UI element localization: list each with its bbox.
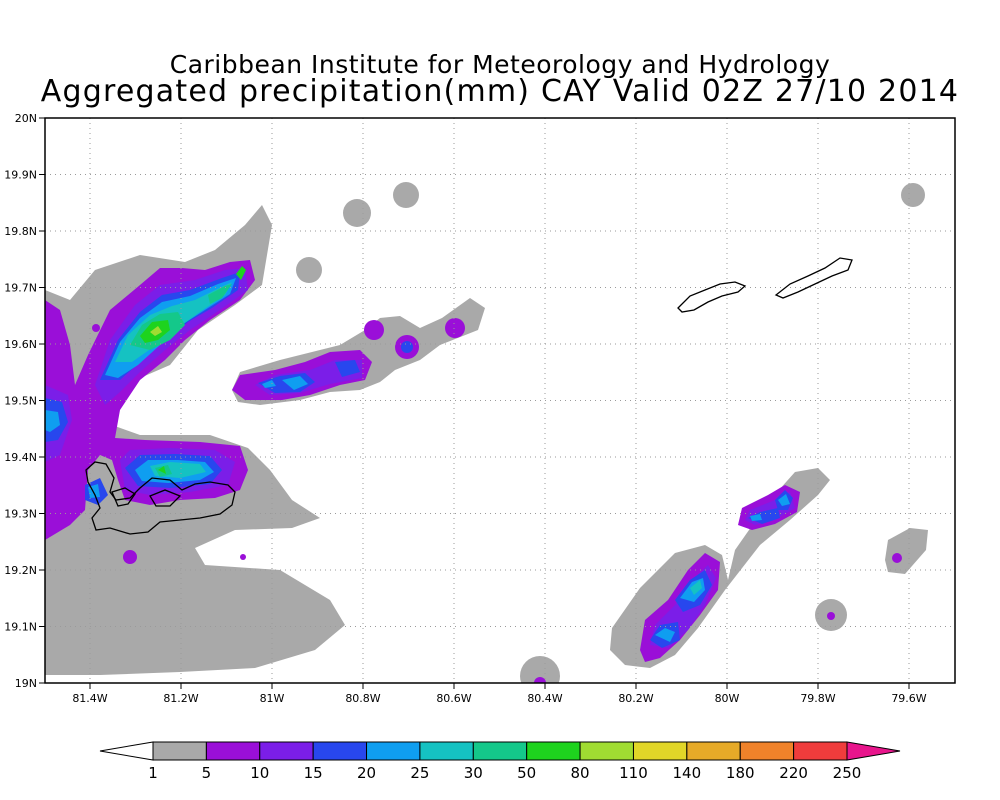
lat-label: 19.2N <box>4 564 37 577</box>
colorbar-box <box>632 741 688 761</box>
colorbar-level-label: 20 <box>357 764 376 782</box>
lon-label: 81W <box>260 692 285 705</box>
lon-label: 79.8W <box>800 692 835 705</box>
lon-label: 81.4W <box>72 692 107 705</box>
lat-label: 19N <box>15 677 37 690</box>
precip-level-80 <box>150 326 162 336</box>
colorbar-level-label: 220 <box>779 764 808 782</box>
colorbar-level-label: 80 <box>571 764 590 782</box>
lat-label: 19.5N <box>4 395 37 408</box>
map-title-organization: Caribbean Institute for Meteorology and … <box>169 50 831 79</box>
colorbar-level-label: 15 <box>304 764 323 782</box>
lat-label: 19.9N <box>4 169 37 182</box>
coastlines <box>85 257 853 535</box>
lat-label: 20N <box>15 112 37 125</box>
lat-label: 19.6N <box>4 338 37 351</box>
colorbar-boxes <box>152 741 848 761</box>
cayman-brac-coastline <box>774 257 853 299</box>
colorbar-level-label: 50 <box>517 764 536 782</box>
colorbar-level-label: 140 <box>673 764 702 782</box>
colorbar-box <box>152 741 207 761</box>
colorbar-box <box>793 741 848 761</box>
lat-label: 19.8N <box>4 225 37 238</box>
map-grid <box>45 118 955 683</box>
longitude-labels: 81.4W 81.2W 81W 80.8W 80.6W 80.4W 80.2W … <box>72 692 926 705</box>
lon-label: 80.2W <box>618 692 653 705</box>
colorbar-box <box>419 741 474 761</box>
colorbar-box <box>472 741 528 761</box>
colorbar-high-arrow <box>846 741 901 761</box>
lon-label: 80.4W <box>527 692 562 705</box>
lon-label: 80W <box>715 692 740 705</box>
lon-label: 80.8W <box>345 692 380 705</box>
colorbar-level-label: 5 <box>202 764 212 782</box>
colorbar-box <box>205 741 261 761</box>
colorbar-level-label: 25 <box>410 764 429 782</box>
colorbar-box <box>686 741 741 761</box>
lat-label: 19.3N <box>4 508 37 521</box>
colorbar-box <box>366 741 421 761</box>
colorbar-low-arrow <box>99 741 154 761</box>
colorbar-box <box>312 741 368 761</box>
lat-label: 19.1N <box>4 621 37 634</box>
colorbar-box <box>259 741 314 761</box>
lon-label: 80.6W <box>436 692 471 705</box>
little-cayman-coastline <box>677 281 747 313</box>
map-title-product: Aggregated precipitation(mm) CAY Valid 0… <box>40 74 960 109</box>
colorbar-level-label: 180 <box>726 764 755 782</box>
lat-label: 19.7N <box>4 282 37 295</box>
colorbar-level-label: 30 <box>464 764 483 782</box>
precipitation-field <box>45 182 928 683</box>
colorbar-level-label: 1 <box>148 764 158 782</box>
colorbar-box <box>579 741 634 761</box>
lon-label: 79.6W <box>891 692 926 705</box>
latitude-labels: 19N 19.1N 19.2N 19.3N 19.4N 19.5N 19.6N … <box>4 112 37 690</box>
lat-label: 19.4N <box>4 451 37 464</box>
colorbar: 1 5 10 15 20 25 30 50 80 110 140 180 220 250 <box>99 741 901 782</box>
lon-label: 81.2W <box>163 692 198 705</box>
colorbar-level-label: 110 <box>619 764 648 782</box>
colorbar-box <box>739 741 795 761</box>
colorbar-labels: 1 5 10 15 20 25 30 50 80 110 140 180 220 250 <box>148 764 861 782</box>
tick-marks <box>39 117 910 689</box>
colorbar-level-label: 250 <box>833 764 862 782</box>
precip-level-1 <box>45 182 928 683</box>
colorbar-box <box>526 741 581 761</box>
colorbar-level-label: 10 <box>250 764 269 782</box>
